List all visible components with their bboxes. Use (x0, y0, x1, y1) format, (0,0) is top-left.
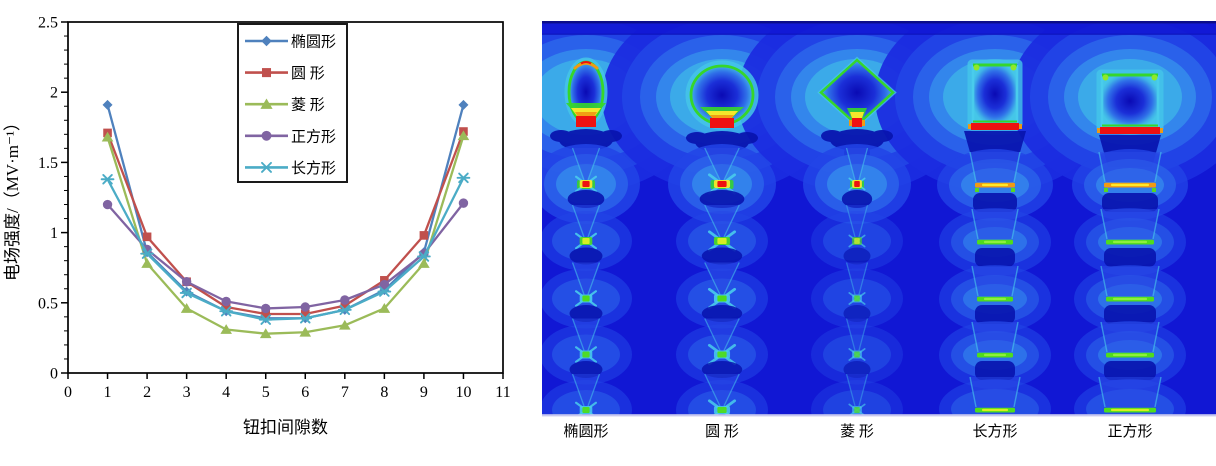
y-tick-label: 0.5 (38, 295, 58, 312)
x-tick-label: 7 (341, 384, 349, 401)
legend-label: 椭圆形 (291, 34, 336, 51)
legend-label: 菱 形 (291, 97, 325, 114)
y-tick-label: 1.5 (38, 155, 58, 172)
simulation-column-label: 椭圆形 (563, 423, 608, 440)
x-tick-label: 3 (183, 384, 191, 401)
series-5 (100, 172, 471, 325)
x-tick-label: 6 (301, 384, 309, 401)
y-axis-title: 电场强度/（MV·m⁻¹） (3, 114, 22, 281)
legend-label: 正方形 (291, 128, 336, 145)
x-tick-label: 8 (380, 384, 388, 401)
x-tick-label: 0 (64, 384, 72, 401)
sim-column-ellipse (542, 57, 640, 416)
x-tick-label: 5 (262, 384, 270, 401)
x-tick-label: 9 (420, 384, 428, 401)
x-tick-label: 2 (143, 384, 151, 401)
sim-column-diamond (803, 56, 911, 416)
simulation-column-label: 菱 形 (840, 423, 874, 440)
legend-label: 长方形 (291, 160, 336, 177)
simulation-bottom-edge (542, 414, 1216, 417)
plot-area (67, 21, 504, 374)
legend-label: 圆 形 (291, 65, 325, 82)
x-tick-label: 10 (455, 384, 471, 401)
field-strength-chart: 0 0.5 1 1.5 2 2.5 0 1 2 3 4 5 6 7 8 9 10 11 钮扣间隙数 电场强度/（MV·… (3, 15, 511, 438)
y-tick-label: 0 (50, 366, 58, 383)
simulation-column-label: 长方形 (972, 423, 1017, 440)
sim-column-tall-rect (937, 59, 1053, 416)
x-tick-label: 4 (222, 384, 230, 401)
y-tick-label: 2.5 (38, 15, 58, 32)
sim-column-square (1072, 69, 1188, 416)
sim-column-circle (668, 60, 776, 416)
field-simulation-panel: 椭圆形 圆 形 菱 形 长方形 正方形 (542, 21, 1216, 440)
series-4 (102, 198, 469, 314)
simulation-column-label: 圆 形 (705, 423, 739, 440)
y-tick-label: 2 (50, 85, 58, 102)
x-tick-label: 11 (495, 384, 510, 401)
y-tick-label: 1 (50, 225, 58, 242)
x-axis-title: 钮扣间隙数 (243, 418, 328, 437)
series-3 (101, 130, 470, 339)
x-tick-label: 1 (104, 384, 112, 401)
simulation-column-label: 正方形 (1107, 423, 1152, 440)
